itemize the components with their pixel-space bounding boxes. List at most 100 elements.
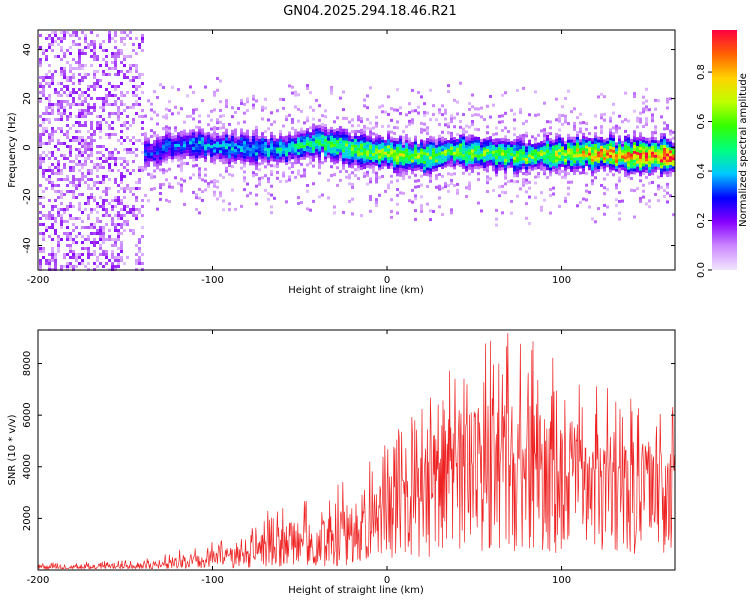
spectrogram-pixel: [270, 155, 273, 159]
spectrogram-pixel: [513, 118, 516, 122]
spectrogram-pixel: [153, 145, 156, 149]
spectrogram-pixel: [108, 187, 111, 190]
spectrogram-pixel: [156, 160, 159, 164]
spectrogram-pixel: [90, 178, 93, 181]
spectrogram-pixel: [603, 95, 606, 99]
spectrogram-pixel: [507, 150, 510, 154]
spectrogram-pixel: [603, 112, 606, 116]
spectrogram-pixel: [483, 147, 486, 151]
spectrogram-pixel: [372, 155, 375, 159]
spectrogram-pixel: [429, 141, 432, 145]
spectrogram-pixel: [525, 166, 528, 170]
spectrogram-pixel: [330, 132, 333, 136]
spectrogram-pixel: [615, 145, 618, 149]
spectrogram-pixel: [498, 158, 501, 162]
spectrogram-pixel: [369, 127, 372, 131]
spectrogram-pixel: [351, 118, 354, 122]
spectrogram-pixel: [507, 153, 510, 157]
spectrogram-pixel: [459, 149, 462, 153]
spectrogram-pixel: [57, 166, 60, 169]
spectrogram-pixel: [429, 147, 432, 151]
spectrogram-pixel: [366, 153, 369, 157]
spectrogram-pixel: [588, 205, 591, 209]
spectrogram-pixel: [126, 223, 129, 226]
spectrogram-pixel: [339, 131, 342, 135]
spectrogram-pixel: [87, 238, 90, 241]
spectrogram-pixel: [486, 178, 489, 182]
spectrogram-pixel: [627, 151, 630, 155]
spectrogram-pixel: [585, 154, 588, 158]
spectrogram-pixel: [111, 217, 114, 220]
spectrogram-pixel: [516, 159, 519, 163]
spectrogram-pixel: [267, 144, 270, 148]
spectrogram-pixel: [645, 105, 648, 109]
spectrogram-pixel: [216, 179, 219, 183]
spectrogram-pixel: [291, 85, 294, 89]
spectrogram-pixel: [648, 167, 651, 171]
spectrogram-pixel: [138, 43, 141, 46]
spectrogram-pixel: [306, 86, 309, 90]
spectrogram-pixel: [612, 161, 615, 165]
spectrogram-pixel: [48, 43, 51, 46]
spectrogram-pixel: [369, 121, 372, 125]
spectrogram-pixel: [120, 214, 123, 217]
spectrogram-pixel: [273, 155, 276, 159]
spectrogram-pixel: [597, 95, 600, 99]
spectrogram-pixel: [123, 139, 126, 142]
spectrogram-pixel: [78, 193, 81, 196]
spectrogram-pixel: [480, 153, 483, 157]
spectrogram-pixel: [366, 170, 369, 174]
spectrogram-pixel: [96, 232, 99, 235]
spectrogram-pixel: [303, 136, 306, 140]
spectrogram-pixel: [348, 176, 351, 180]
spectrogram-pixel: [465, 159, 468, 163]
spectrogram-pixel: [600, 136, 603, 140]
spectrogram-pixel: [453, 145, 456, 149]
spectrogram-pixel: [66, 190, 69, 193]
spectrogram-pixel: [78, 58, 81, 61]
spectrogram-pixel: [51, 169, 54, 172]
spectrogram-pixel: [471, 152, 474, 156]
spectrogram-pixel: [453, 148, 456, 152]
spectrogram-pixel: [135, 112, 138, 115]
spectrogram-pixel: [414, 217, 417, 221]
spectrogram-pixel: [402, 177, 405, 181]
spectrogram-pixel: [204, 159, 207, 163]
spectrogram-pixel: [54, 166, 57, 169]
spectrogram-pixel: [138, 262, 141, 265]
spectrogram-pixel: [192, 117, 195, 121]
spectrogram-pixel: [558, 134, 561, 138]
spectrogram-pixel: [108, 115, 111, 118]
spectrogram-pixel: [87, 187, 90, 190]
spectrogram-pixel: [603, 153, 606, 157]
spectrogram-pixel: [417, 155, 420, 159]
spectrogram-pixel: [369, 151, 372, 155]
spectrogram-pixel: [579, 145, 582, 149]
spectrogram-pixel: [636, 157, 639, 161]
spectrogram-pixel: [408, 149, 411, 153]
spectrogram-pixel: [120, 175, 123, 178]
spectrogram-pixel: [600, 151, 603, 155]
spectrogram-pixel: [534, 152, 537, 156]
spectrogram-pixel: [579, 127, 582, 131]
spectrogram-pixel: [129, 55, 132, 58]
spectrogram-pixel: [234, 146, 237, 150]
spectrogram-pixel: [483, 150, 486, 154]
spectrogram-pixel: [66, 226, 69, 229]
spectrogram-pixel: [111, 94, 114, 97]
spectrogram-pixel: [507, 130, 510, 134]
spectrogram-pixel: [159, 153, 162, 157]
spectrogram-pixel: [255, 128, 258, 132]
spectrogram-pixel: [168, 126, 171, 130]
spectrogram-pixel: [357, 118, 360, 122]
spectrogram-pixel: [261, 161, 264, 165]
spectrogram-pixel: [477, 145, 480, 149]
spectrogram-pixel: [579, 200, 582, 204]
spectrogram-pixel: [492, 153, 495, 157]
snr-frame: [37, 329, 676, 571]
spectrogram-pixel: [546, 140, 549, 144]
spectrogram-pixel: [75, 157, 78, 160]
spectrogram-pixel: [114, 58, 117, 61]
spectrogram-pixel: [474, 154, 477, 158]
